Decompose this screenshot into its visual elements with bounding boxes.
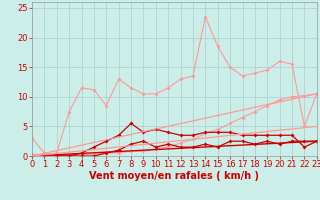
X-axis label: Vent moyen/en rafales ( km/h ): Vent moyen/en rafales ( km/h )	[89, 171, 260, 181]
